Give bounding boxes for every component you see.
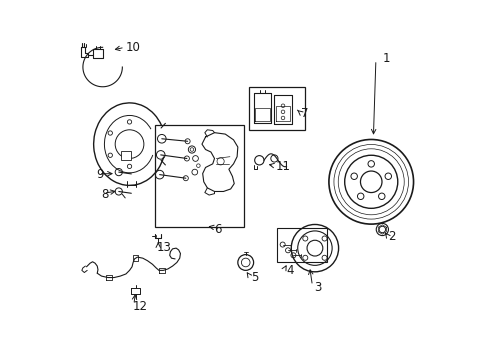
Bar (277, 228, 327, 262)
Circle shape (368, 161, 374, 167)
Text: 11: 11 (275, 160, 291, 173)
Bar (121, 151, 131, 160)
Bar (155, 126, 245, 226)
Circle shape (358, 193, 364, 199)
Text: 7: 7 (301, 107, 309, 120)
Text: 8: 8 (101, 188, 108, 201)
Text: 6: 6 (215, 222, 222, 236)
Text: 1: 1 (383, 51, 391, 64)
Text: 9: 9 (96, 168, 104, 181)
Text: 3: 3 (314, 281, 321, 294)
Bar (248, 87, 305, 130)
Circle shape (351, 173, 357, 180)
Text: 4: 4 (286, 264, 294, 277)
Text: 10: 10 (126, 41, 141, 54)
Text: 2: 2 (389, 230, 396, 243)
Text: 5: 5 (251, 271, 258, 284)
Circle shape (385, 173, 392, 180)
Text: 13: 13 (157, 241, 172, 254)
Text: 12: 12 (133, 300, 148, 313)
Circle shape (379, 193, 385, 199)
